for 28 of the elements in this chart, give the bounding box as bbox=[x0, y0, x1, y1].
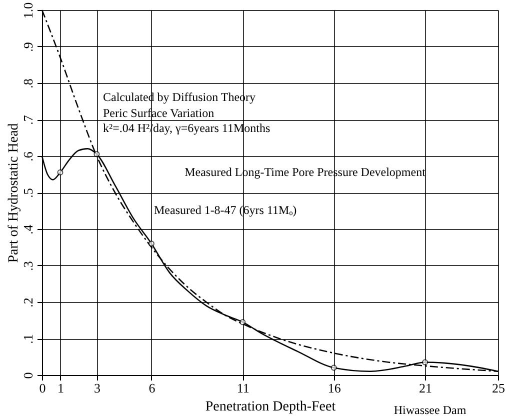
y-axis-title: Part of Hydrostatic Head bbox=[6, 123, 22, 263]
point bbox=[148, 240, 154, 247]
y-tick-label: 1.0 bbox=[20, 2, 36, 19]
y-tick-label: .8 bbox=[20, 78, 36, 88]
x-tick-label: 3 bbox=[94, 380, 100, 396]
x-tick-label: 11 bbox=[236, 380, 250, 396]
y-tick-label: .1 bbox=[20, 334, 36, 344]
x-tick-label: 16 bbox=[328, 380, 342, 396]
text: Hiwassee Dam bbox=[394, 403, 467, 417]
y-tick-label: .9 bbox=[20, 42, 36, 52]
point bbox=[330, 364, 337, 371]
y-tick-label: .2 bbox=[20, 298, 36, 308]
point bbox=[422, 359, 428, 366]
point bbox=[57, 169, 64, 176]
y-tick-label: .5 bbox=[20, 188, 36, 198]
x-tick-label: 0 bbox=[39, 380, 46, 396]
y-tick-label: .4 bbox=[20, 224, 36, 234]
x-tick-label: 25 bbox=[492, 380, 505, 396]
y-tick-label: .7 bbox=[20, 114, 36, 125]
point bbox=[94, 151, 100, 158]
y-tick-label: 0 bbox=[20, 372, 36, 379]
x-tick-label: 6 bbox=[148, 380, 156, 396]
y-tick-label: .3 bbox=[20, 261, 36, 271]
x-tick-label: 1 bbox=[57, 380, 64, 396]
x-axis-title: Penetration Depth-Feet bbox=[205, 400, 336, 414]
y-tick-label: .6 bbox=[20, 151, 36, 162]
point bbox=[240, 319, 246, 326]
x-tick-label: 21 bbox=[419, 380, 432, 396]
